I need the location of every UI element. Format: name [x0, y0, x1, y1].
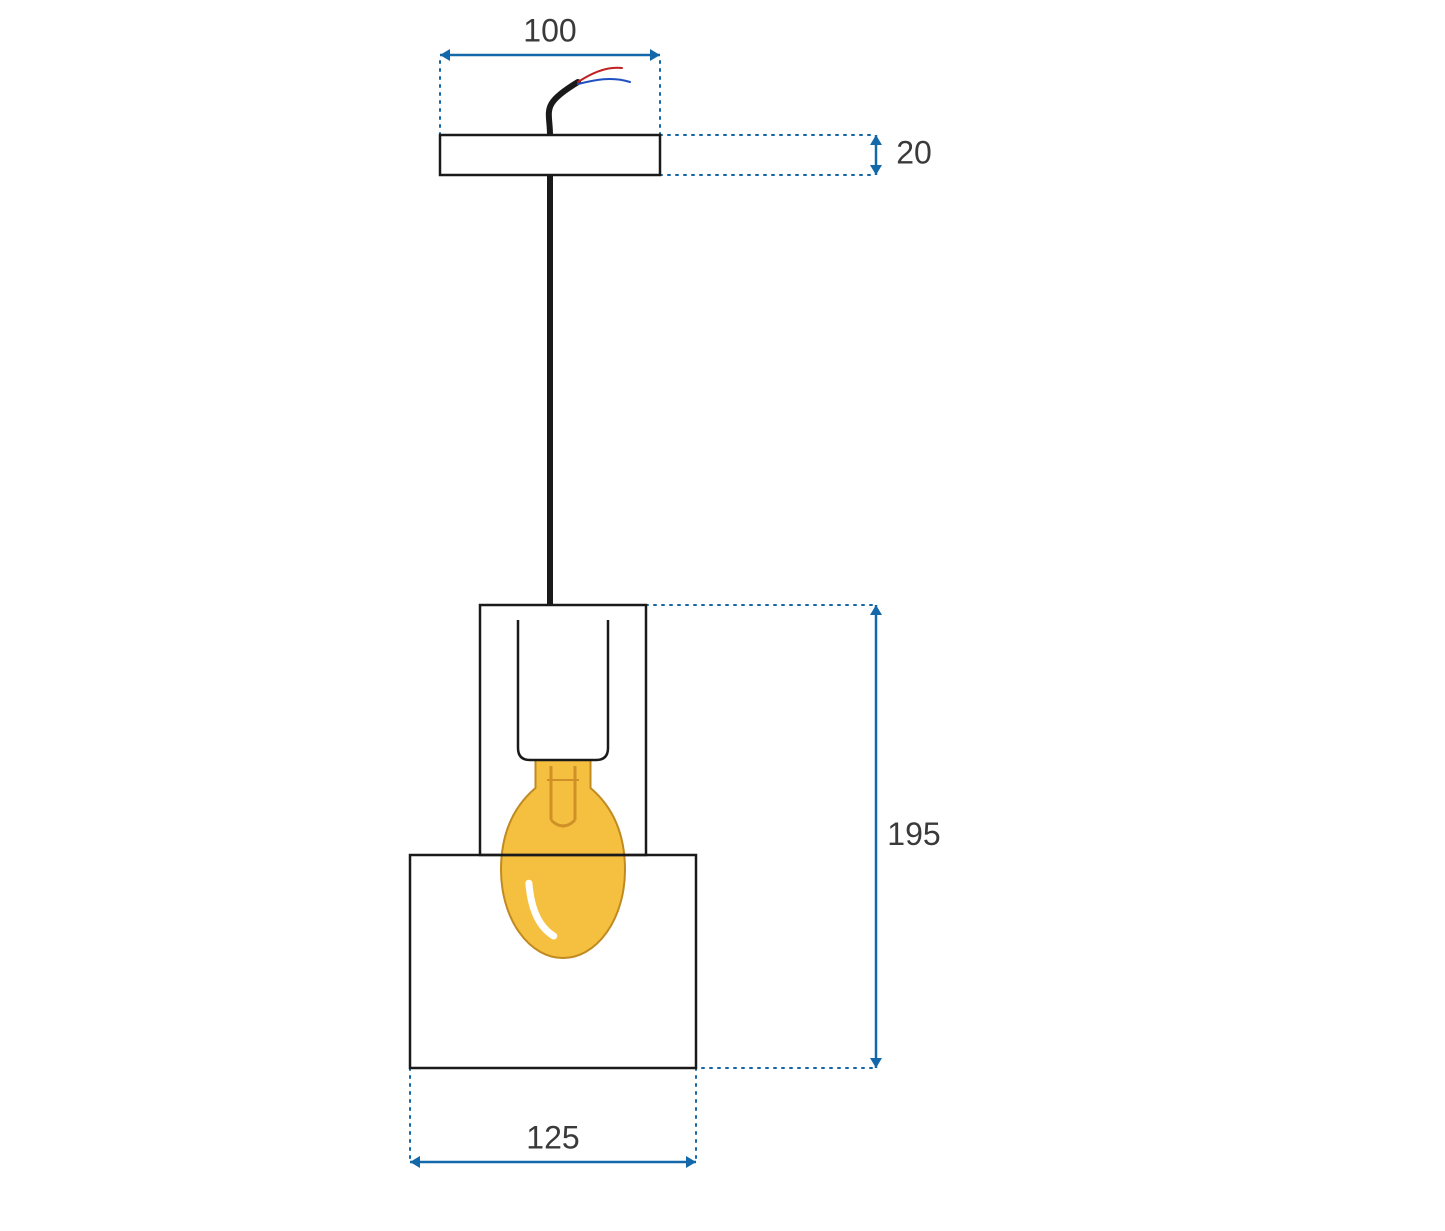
bulb-socket [518, 620, 608, 760]
lamp-group [410, 68, 696, 1068]
dimension-canopy_height: 20 [660, 134, 932, 175]
bulb [501, 760, 625, 958]
dimension-label-canopy_height: 20 [896, 134, 932, 170]
dimension-label-canopy_width: 100 [523, 12, 576, 48]
dimension-label-shade_width: 125 [526, 1119, 579, 1155]
canopy [440, 135, 660, 175]
dimension-shade_height: 195 [646, 605, 941, 1068]
pendant-lamp-drawing: 100 20 195 125 [0, 0, 1445, 1231]
dimension-label-shade_height: 195 [887, 816, 940, 852]
dimension-shade_width: 125 [410, 1068, 696, 1168]
dimensions-group: 100 20 195 125 [410, 12, 941, 1168]
wire-blue [578, 79, 630, 84]
power-cable [549, 82, 578, 135]
